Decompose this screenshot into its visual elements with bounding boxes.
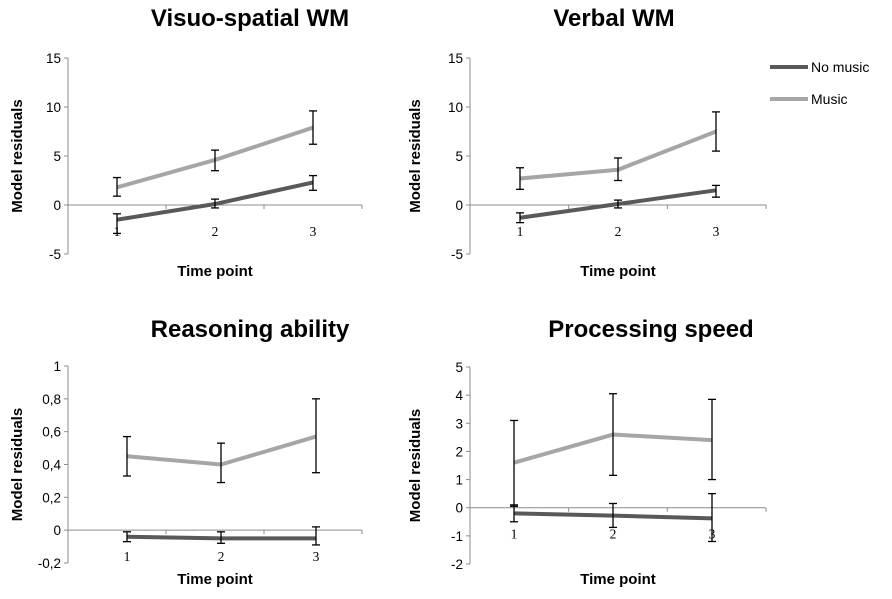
chart-title: Reasoning ability: [151, 316, 350, 343]
y-tick-label: 5: [53, 149, 61, 164]
y-tick-label: -0,2: [38, 556, 61, 571]
x-axis-label: Time point: [177, 263, 253, 280]
x-tick-label: 1: [511, 527, 518, 542]
x-tick-label: 2: [610, 527, 617, 542]
y-tick-label: 0: [53, 523, 61, 538]
y-tick-label: 0,6: [42, 425, 61, 440]
x-tick-label: 2: [212, 224, 219, 239]
y-axis-label: Model residuals: [9, 408, 26, 521]
subplot-3: Reasoning ability -0,2 0 0,2 0,4 0,6 0,8 1 1 2 3 Ti…: [9, 316, 363, 588]
y-tick-label: 5: [455, 149, 463, 164]
y-tick-label: 0,4: [42, 458, 61, 473]
y-tick-label: 0: [53, 198, 61, 213]
y-tick-label: -5: [451, 247, 463, 262]
y-tick-label: 0,8: [42, 392, 61, 407]
y-tick-label: 5: [455, 360, 463, 375]
chart-title: Processing speed: [548, 316, 753, 343]
x-tick-label: 3: [313, 549, 320, 564]
legend-label-no-music: No music: [811, 59, 869, 75]
y-tick-label: 10: [46, 100, 61, 115]
y-tick-label: 10: [448, 100, 463, 115]
y-tick-label: 0: [455, 501, 463, 516]
subplot-4: Processing speed-2-1012345123Time pointM…: [407, 316, 767, 588]
chart-title: Verbal WM: [553, 5, 674, 32]
y-tick-label: -2: [451, 557, 463, 572]
y-tick-label: 3: [455, 416, 463, 431]
x-tick-label: 3: [713, 224, 720, 239]
y-tick-label: 1: [53, 359, 61, 374]
y-tick-label: 15: [46, 51, 61, 66]
subplot-2: Verbal WM -5 0 5 10 15 1 2 3 Time point Model resi…: [407, 5, 767, 280]
y-tick-label: 2: [455, 444, 463, 459]
x-axis-label: Time point: [177, 571, 253, 588]
x-axis-label: Time point: [580, 263, 656, 280]
legend: No music Music: [770, 59, 869, 107]
y-axis-label: Model residuals: [407, 99, 424, 212]
y-axis-label: Model residuals: [407, 409, 424, 522]
x-tick-label: 3: [310, 224, 317, 239]
y-axis-label: Model residuals: [9, 99, 26, 212]
y-tick-label: -1: [451, 529, 463, 544]
x-tick-label: 1: [517, 224, 524, 239]
y-tick-label: 0: [455, 198, 463, 213]
x-tick-label: 2: [218, 549, 225, 564]
y-tick-label: 15: [448, 51, 463, 66]
y-tick-label: 0,2: [42, 490, 61, 505]
x-axis-label: Time point: [580, 571, 656, 588]
chart-title: Visuo-spatial WM: [151, 5, 349, 32]
x-tick-label: 2: [615, 224, 622, 239]
legend-label-music: Music: [811, 91, 848, 107]
x-tick-label: 1: [124, 549, 131, 564]
y-tick-label: -5: [49, 247, 61, 262]
y-tick-label: 4: [455, 388, 463, 403]
y-tick-label: 1: [455, 473, 463, 488]
